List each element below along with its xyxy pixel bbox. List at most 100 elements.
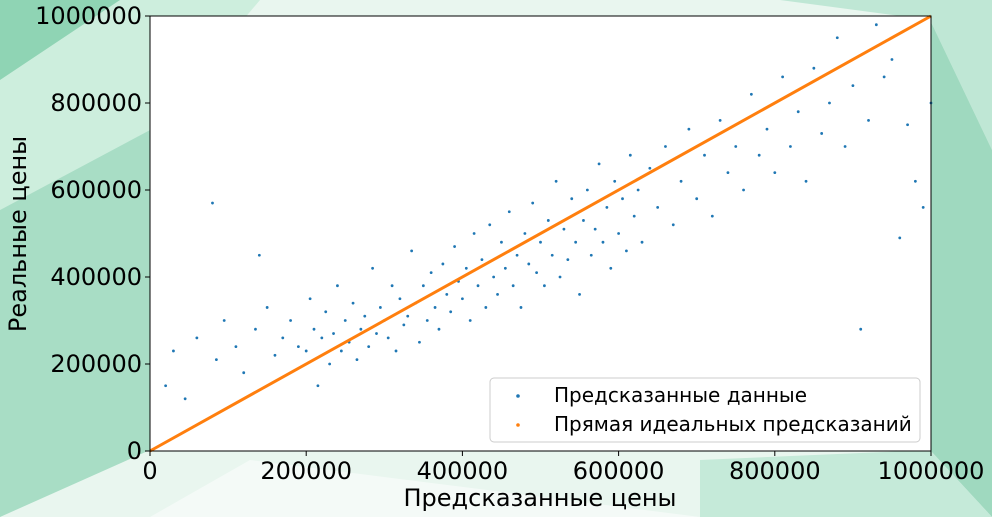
predicted-point	[437, 327, 441, 331]
predicted-point	[172, 349, 175, 353]
predicted-point	[418, 340, 421, 344]
predicted-point	[461, 297, 464, 301]
predicted-point	[375, 332, 378, 335]
y-axis-label: Реальные цены	[4, 136, 32, 332]
predicted-point	[425, 319, 429, 322]
predicted-point	[695, 197, 699, 201]
predicted-point	[828, 101, 831, 105]
predicted-point	[234, 345, 238, 348]
predicted-point	[320, 336, 324, 340]
predicted-point	[273, 353, 277, 357]
predicted-point	[859, 327, 863, 331]
predicted-point	[476, 284, 480, 288]
x-tick-label: 600000	[573, 457, 665, 485]
predicted-point	[445, 293, 449, 296]
predicted-point	[562, 227, 566, 231]
ideal-line	[149, 14, 932, 453]
predicted-point	[195, 336, 199, 340]
predicted-point	[312, 327, 316, 331]
legend-marker-ideal	[516, 423, 520, 427]
predicted-point	[406, 314, 410, 318]
predicted-point	[488, 223, 492, 227]
predicted-point	[523, 232, 527, 235]
predicted-point	[601, 240, 605, 244]
predicted-point	[812, 66, 816, 70]
predicted-point	[906, 123, 909, 127]
x-tick-label: 400000	[417, 457, 509, 485]
x-tick-label: 800000	[729, 457, 821, 485]
predicted-point	[835, 36, 839, 40]
predicted-point	[867, 119, 870, 122]
predicted-point	[749, 92, 753, 96]
predicted-point	[628, 153, 632, 157]
predicted-point	[453, 245, 456, 248]
predicted-point	[566, 258, 570, 261]
legend-label-ideal: Прямая идеальных предсказаний	[554, 412, 912, 436]
predicted-point	[625, 249, 628, 253]
predicted-point	[351, 301, 355, 305]
predicted-point	[402, 323, 406, 327]
predicted-point	[480, 258, 484, 261]
predicted-point	[656, 206, 660, 209]
predicted-point	[773, 171, 777, 175]
predicted-point	[781, 75, 785, 79]
predicted-point	[585, 188, 589, 192]
predicted-point	[664, 145, 667, 148]
predicted-point	[242, 371, 246, 375]
predicted-point	[433, 306, 437, 309]
y-tick-label: 0	[127, 437, 142, 465]
predicted-point	[589, 253, 593, 257]
predicted-point	[621, 197, 624, 201]
predicted-point	[324, 310, 328, 314]
predicted-point	[359, 327, 363, 331]
predicted-point	[703, 153, 706, 157]
predicted-point	[289, 319, 292, 322]
predicted-point	[519, 306, 523, 309]
predicted-point	[570, 197, 574, 201]
predicted-point	[214, 358, 218, 362]
predicted-point	[527, 262, 531, 266]
predicted-point	[710, 214, 714, 218]
x-axis-ticks: 0 200000 400000 600000 800000 1000000	[142, 451, 984, 485]
predicted-point	[535, 271, 538, 275]
predicted-point	[734, 145, 738, 148]
predicted-point	[472, 232, 476, 235]
predicted-points	[164, 23, 933, 401]
predicted-point	[757, 153, 761, 157]
predicted-point	[718, 119, 722, 122]
x-tick-label: 200000	[260, 457, 352, 485]
predicted-point	[613, 179, 617, 183]
predicted-point	[636, 188, 640, 192]
predicted-point	[640, 240, 644, 244]
predicted-point	[378, 306, 382, 309]
predicted-point	[582, 219, 585, 222]
predicted-point	[441, 262, 445, 266]
predicted-point	[511, 284, 515, 288]
predicted-point	[898, 236, 902, 240]
predicted-point	[539, 240, 542, 244]
predicted-point	[851, 84, 855, 87]
predicted-point	[363, 314, 367, 318]
legend-marker-predicted	[516, 394, 520, 398]
predicted-point	[558, 275, 562, 279]
predicted-point	[183, 397, 187, 401]
predicted-point	[398, 297, 402, 301]
predicted-point	[367, 345, 371, 348]
predicted-point	[742, 188, 745, 192]
predicted-point	[308, 297, 312, 301]
predicted-point	[316, 384, 320, 388]
predicted-point	[211, 201, 214, 205]
y-tick-label: 800000	[50, 89, 142, 117]
predicted-point	[597, 162, 601, 166]
legend-label-predicted: Предсказанные данные	[554, 383, 807, 407]
predicted-point	[468, 319, 472, 322]
predicted-point	[281, 336, 285, 340]
y-tick-label: 1000000	[35, 2, 142, 30]
predicted-point	[449, 310, 453, 314]
predicted-point	[515, 253, 519, 257]
y-tick-label: 400000	[50, 263, 142, 291]
predicted-point	[843, 145, 847, 148]
predicted-point	[257, 253, 261, 257]
predicted-point	[550, 253, 554, 257]
